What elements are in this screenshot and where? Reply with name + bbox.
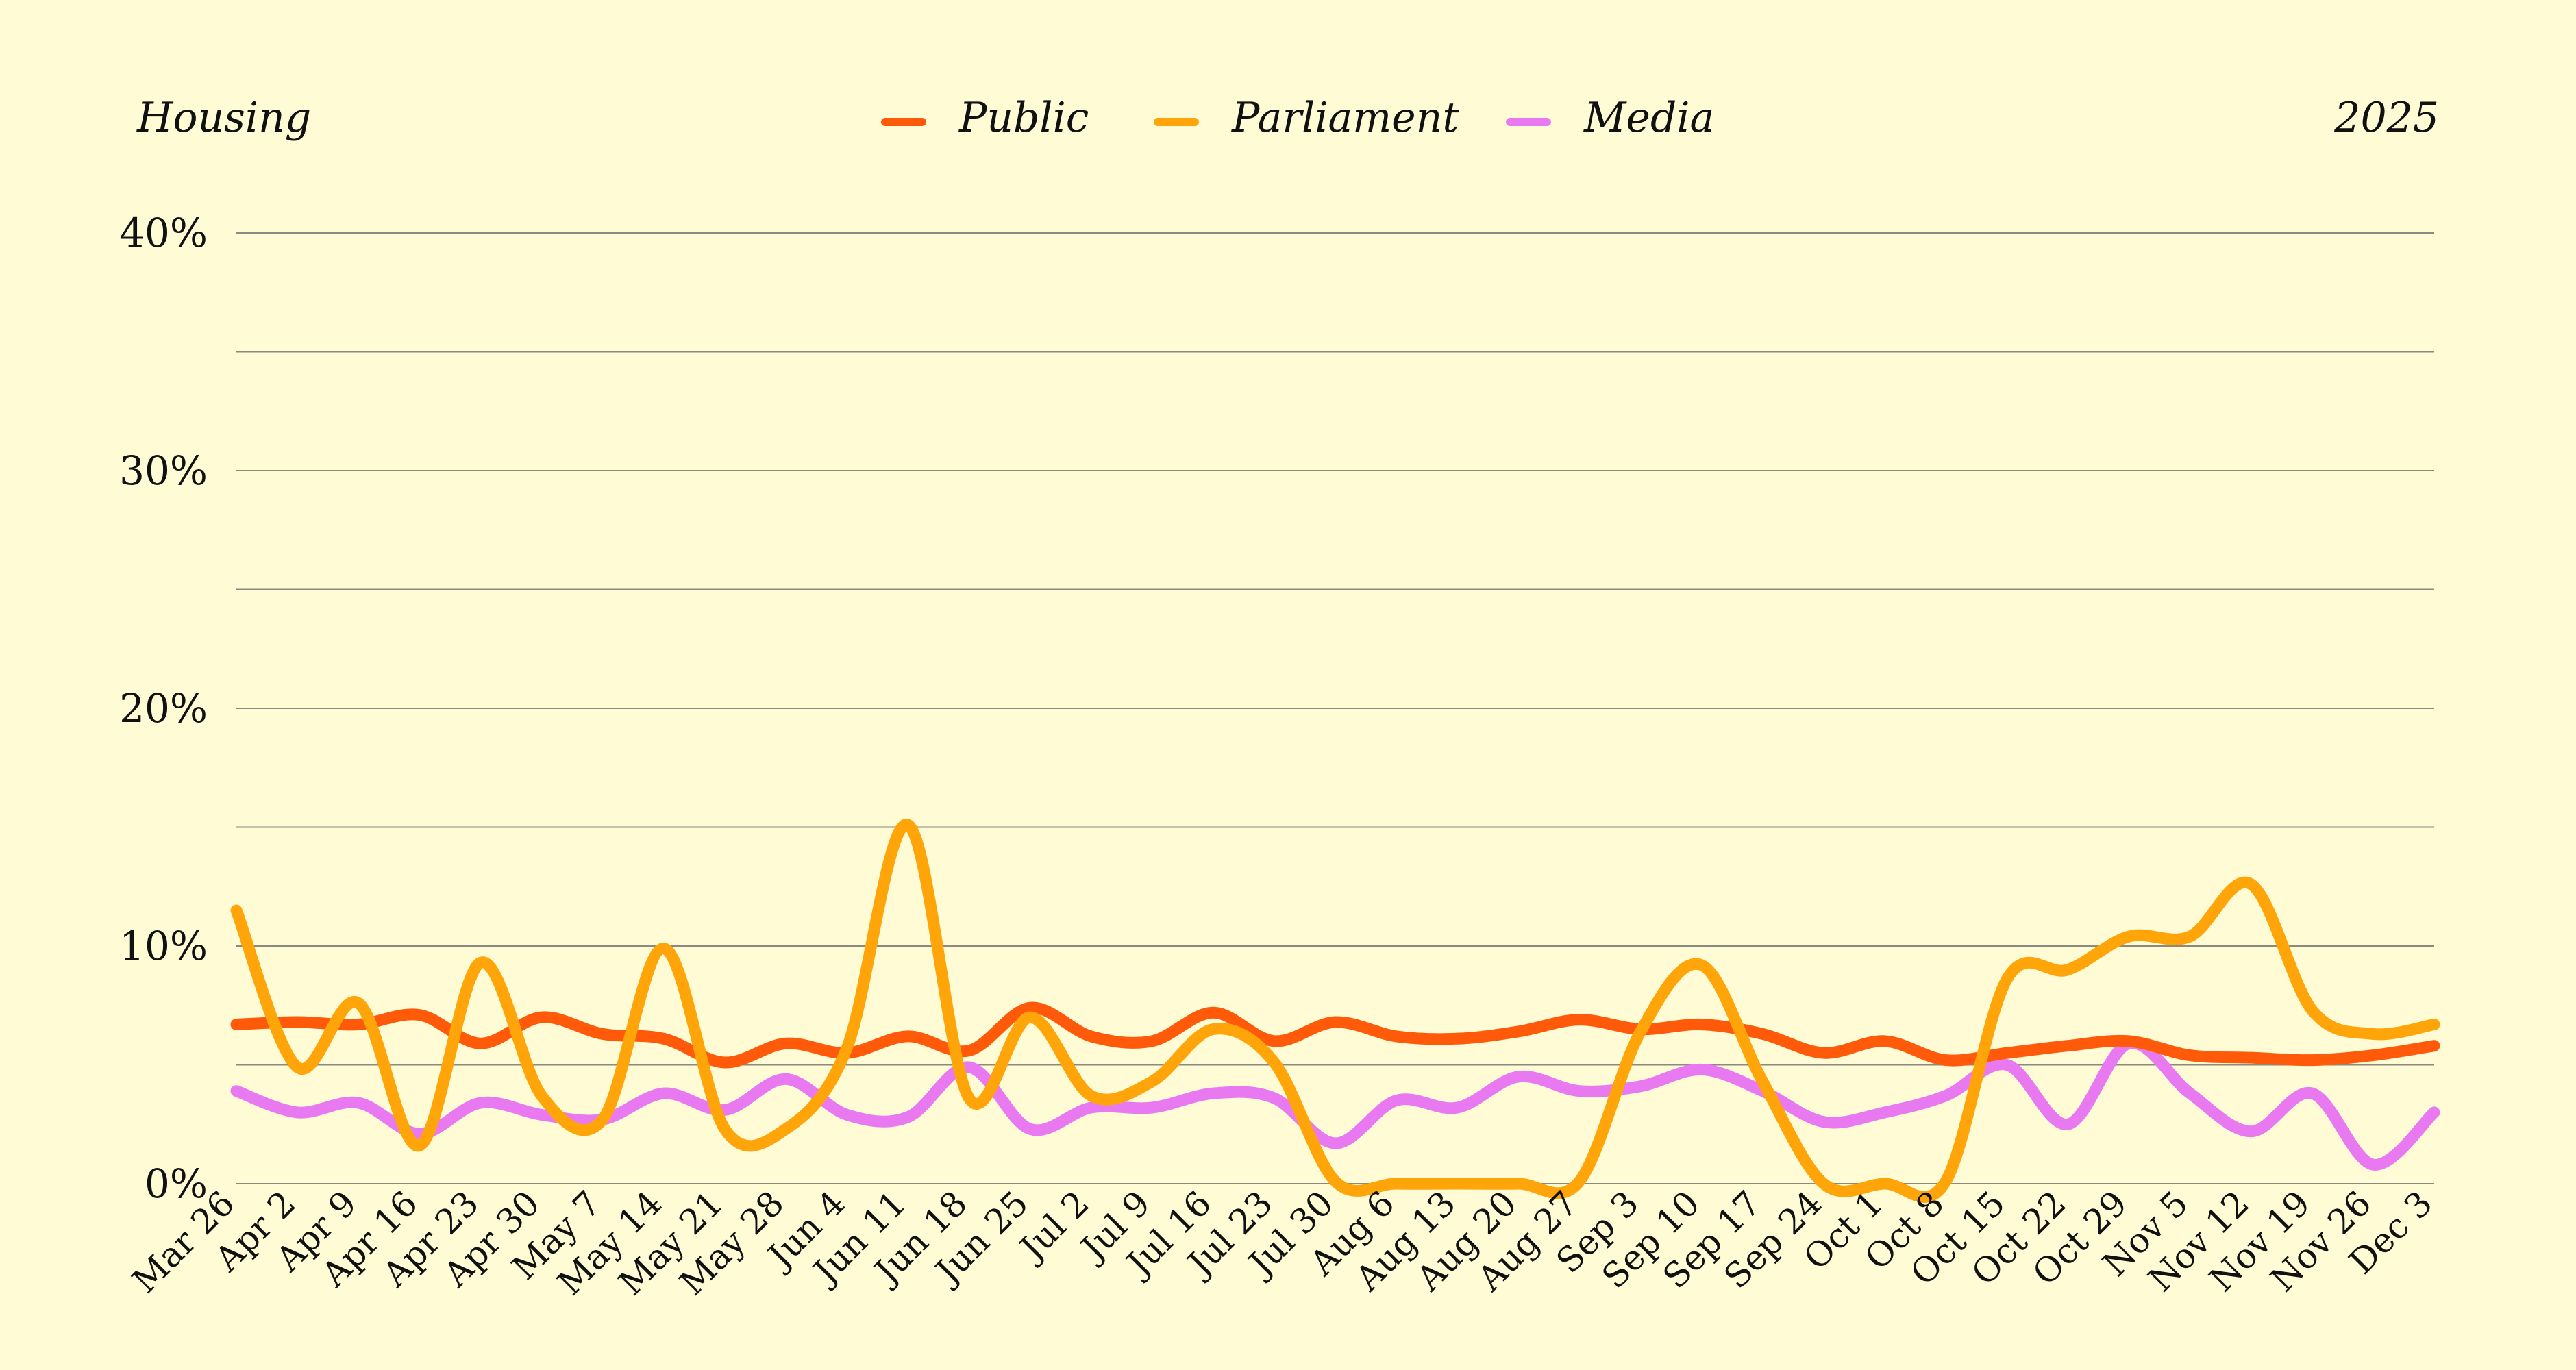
chart-topic-label: Housing: [136, 94, 311, 142]
series-line-media: [230, 1037, 2440, 1171]
legend-label-public: Public: [958, 94, 1089, 142]
y-tick-label: 40%: [119, 210, 208, 256]
y-tick-label: 20%: [119, 685, 208, 732]
y-axis: 0% 10% 20% 30% 40%: [119, 210, 208, 1207]
legend-item-media: Media: [1506, 94, 1714, 142]
legend-item-public: Public: [881, 94, 1089, 142]
series-line-public: [230, 1001, 2440, 1069]
legend: Public Parliament Media: [881, 94, 1714, 142]
legend-label-media: Media: [1583, 94, 1714, 142]
legend-label-parliament: Parliament: [1231, 94, 1459, 142]
y-tick-label: 0%: [145, 1160, 208, 1207]
series-line-parliament: [230, 819, 2440, 1203]
chart-year-label: 2025: [2333, 94, 2439, 142]
legend-item-parliament: Parliament: [1154, 94, 1459, 142]
series-layer: [230, 819, 2440, 1203]
y-tick-label: 30%: [119, 447, 208, 494]
y-tick-label: 10%: [119, 923, 208, 969]
